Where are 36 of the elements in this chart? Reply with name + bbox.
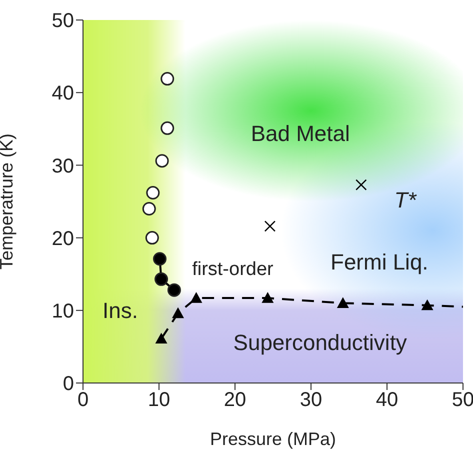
point xyxy=(167,283,181,297)
point xyxy=(153,252,167,266)
x-tick-label: 40 xyxy=(376,389,398,412)
point xyxy=(421,299,434,310)
x-tick-label: 20 xyxy=(224,389,246,412)
x-tick-label: 0 xyxy=(77,389,89,412)
point xyxy=(160,121,174,135)
x-tick-label: 10 xyxy=(148,389,170,412)
y-tick-label: 10 xyxy=(52,300,74,322)
annotation: first-order xyxy=(192,259,274,280)
annotation: Superconductivity xyxy=(233,330,407,355)
point xyxy=(155,332,168,344)
annotation: Bad Metal xyxy=(250,120,350,146)
y-tick-label: 30 xyxy=(52,155,74,178)
x-axis-title: Pressure (MPa) xyxy=(210,429,336,449)
annotation: Fermi Liq. xyxy=(330,249,428,274)
annotation: T* xyxy=(394,188,418,213)
y-tick-label: 20 xyxy=(52,228,74,250)
point xyxy=(336,297,349,308)
y-tick-label: 0 xyxy=(62,373,74,396)
point xyxy=(146,186,160,200)
point xyxy=(155,154,169,168)
point xyxy=(356,179,367,190)
point xyxy=(145,231,159,245)
point xyxy=(154,272,168,286)
y-tick-label: 40 xyxy=(52,82,74,105)
y-tick-label: 50 xyxy=(52,10,74,32)
annotation: Ins. xyxy=(102,298,138,323)
point xyxy=(172,307,184,318)
point xyxy=(142,202,156,216)
x-tick-label: 30 xyxy=(300,389,322,412)
point xyxy=(264,220,276,232)
x-tick-label: 50 xyxy=(452,389,473,412)
point xyxy=(262,292,274,303)
point xyxy=(190,292,202,303)
point xyxy=(160,72,174,86)
